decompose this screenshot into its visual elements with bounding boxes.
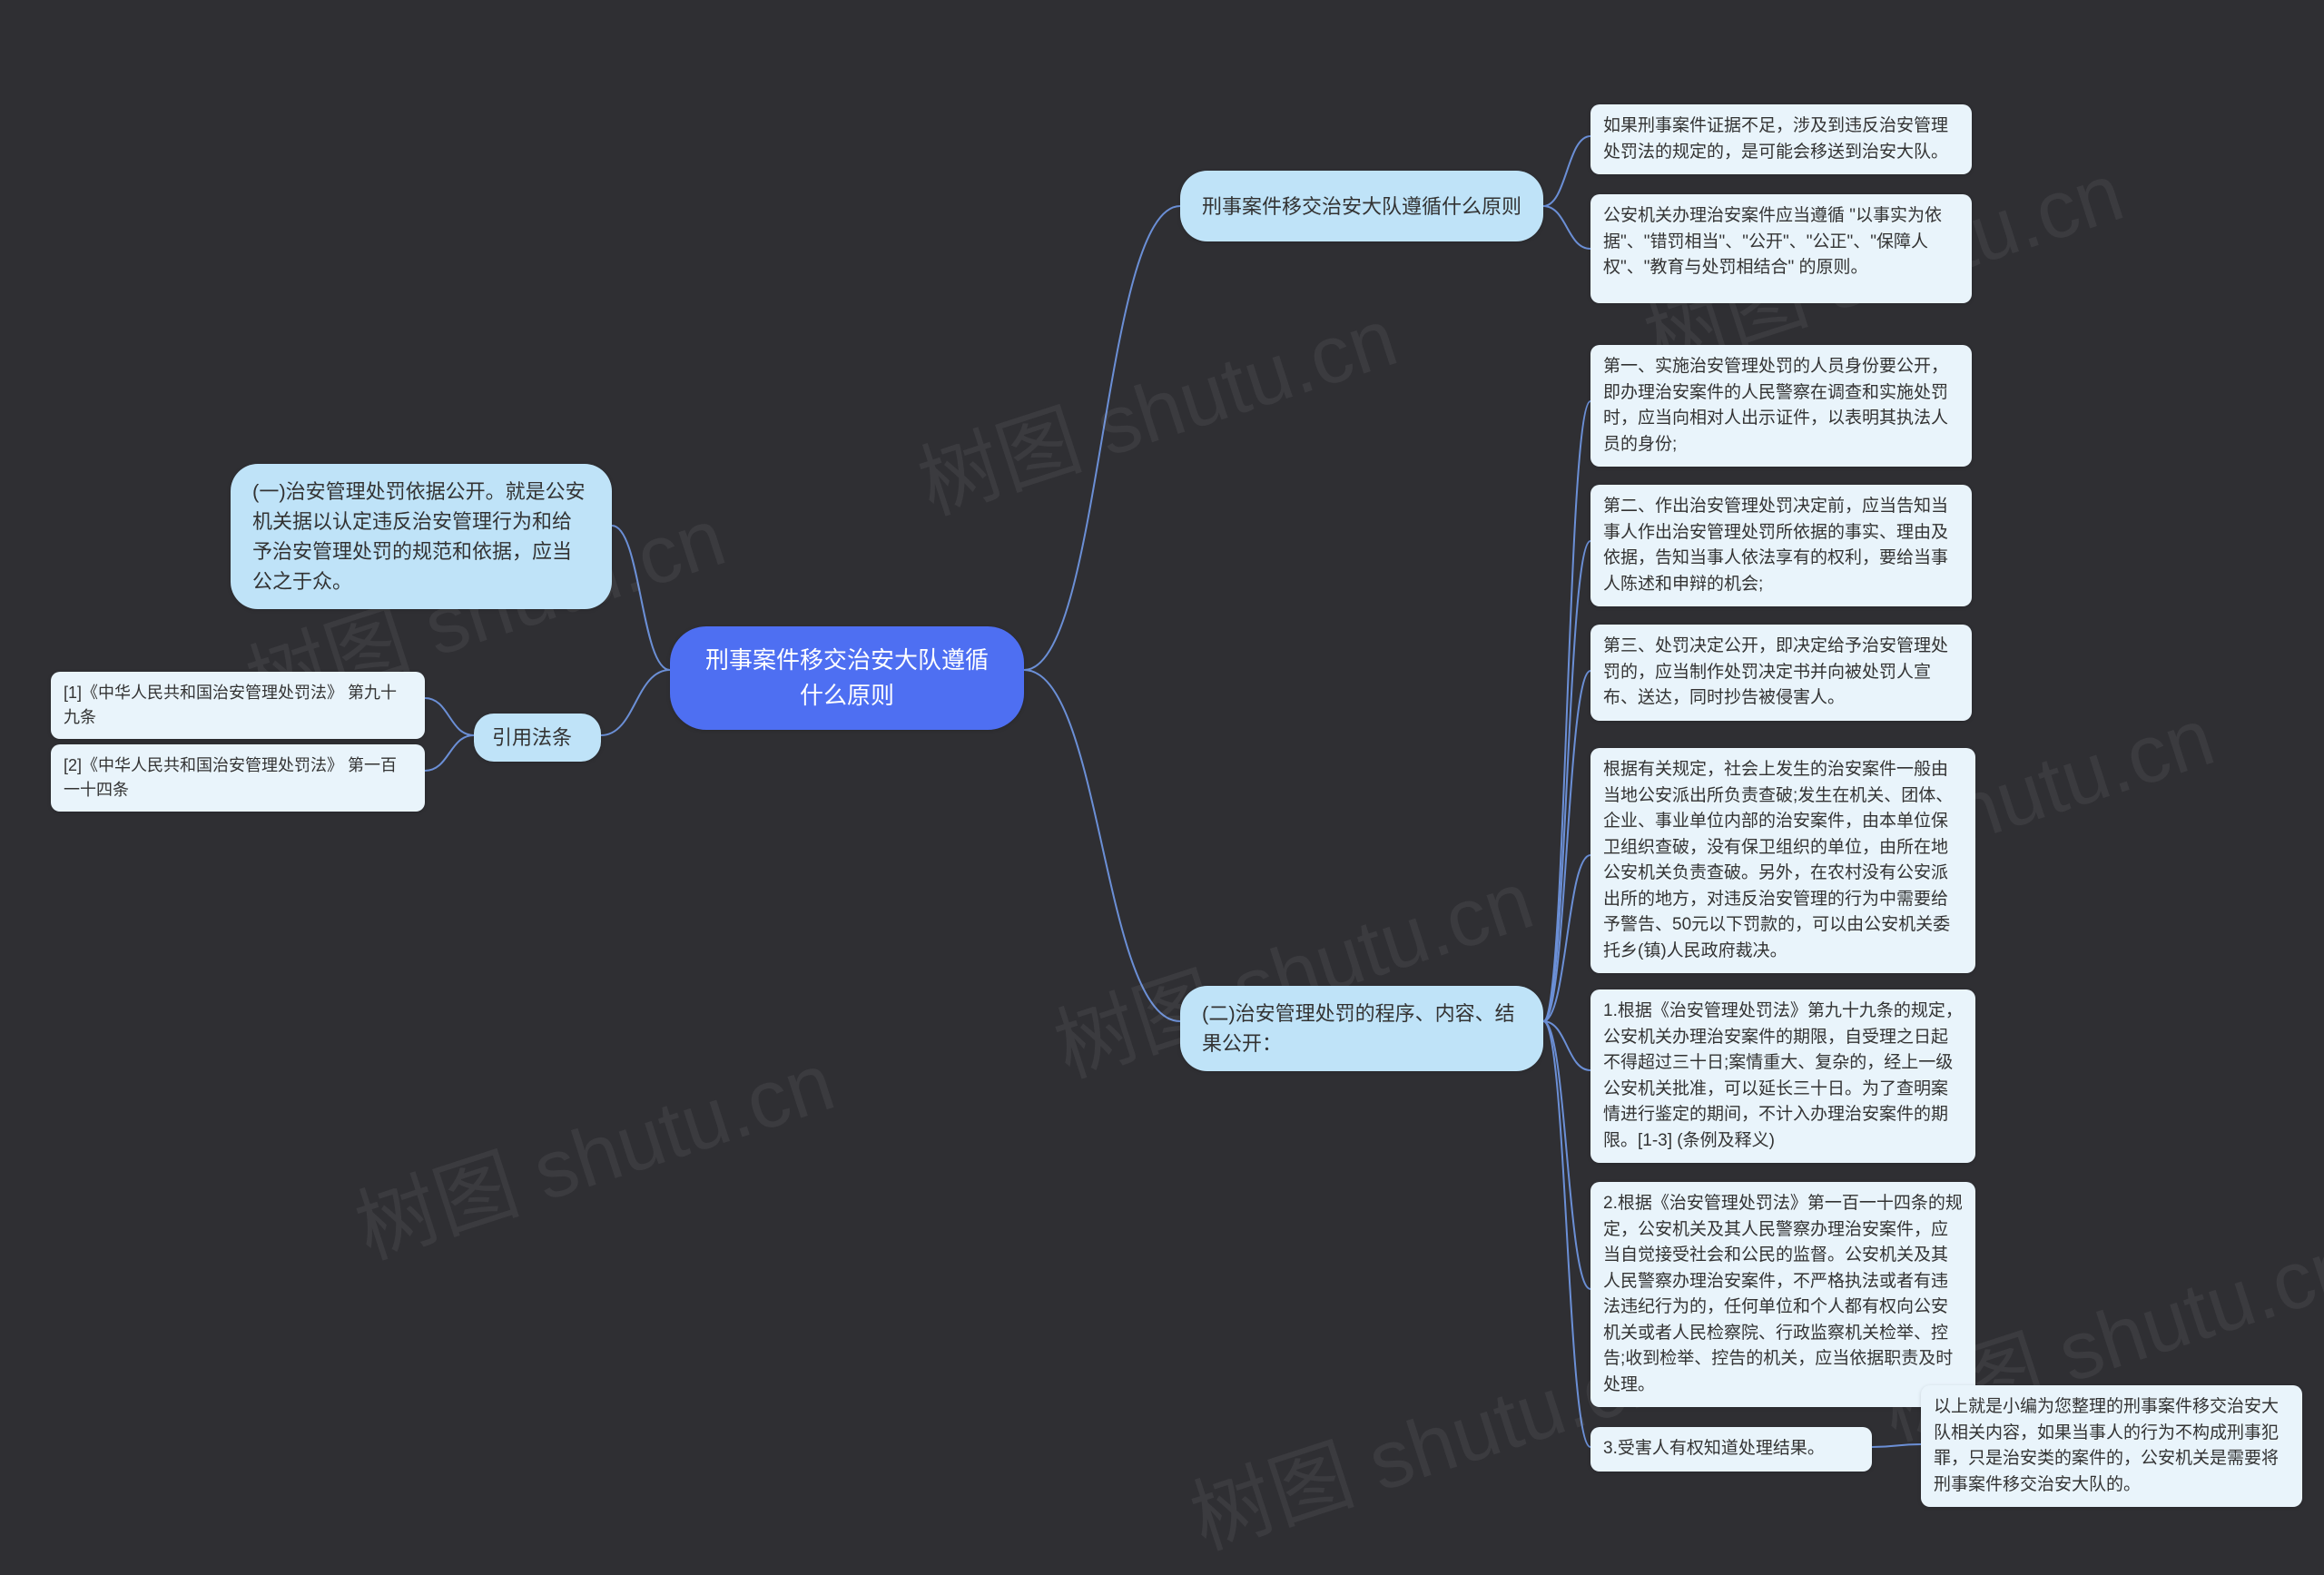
node-text: 3.受害人有权知道处理结果。 bbox=[1603, 1439, 1825, 1458]
node-text: [1]《中华人民共和国治安管理处罚法》 第九十九条 bbox=[64, 684, 397, 726]
node-text: 以上就是小编为您整理的刑事案件移交治安大队相关内容，如果当事人的行为不构成刑事犯… bbox=[1934, 1397, 2279, 1494]
node-principles-leaf-1[interactable]: 如果刑事案件证据不足，涉及到违反治安管理处罚法的规定的，是可能会移送到治安大队。 bbox=[1590, 104, 1972, 174]
edge bbox=[1543, 136, 1590, 206]
node-principles-leaf-2[interactable]: 公安机关办理治安案件应当遵循 "以事实为依据"、"错罚相当"、"公开"、"公正"… bbox=[1590, 194, 1972, 303]
node-text: (一)治安管理处罚依据公开。就是公安机关据以认定违反治安管理行为和给予治安管理处… bbox=[252, 477, 590, 596]
node-proc-leaf-6[interactable]: 2.根据《治安管理处罚法》第一百一十四条的规定，公安机关及其人民警察办理治安案件… bbox=[1590, 1182, 1975, 1407]
edge bbox=[425, 698, 474, 735]
node-proc-leaf-5[interactable]: 1.根据《治安管理处罚法》第九十九条的规定，公安机关办理治安案件的期限，自受理之… bbox=[1590, 989, 1975, 1163]
node-text: 刑事案件移交治安大队遵循什么原则 bbox=[1202, 192, 1521, 221]
node-text: 2.根据《治安管理处罚法》第一百一十四条的规定，公安机关及其人民警察办理治安案件… bbox=[1603, 1194, 1963, 1394]
node-principles[interactable]: 刑事案件移交治安大队遵循什么原则 bbox=[1180, 171, 1543, 241]
node-text: 1.根据《治安管理处罚法》第九十九条的规定，公安机关办理治安案件的期限，自受理之… bbox=[1603, 1001, 1963, 1150]
edge bbox=[1543, 541, 1590, 1021]
node-summary-leaf[interactable]: 以上就是小编为您整理的刑事案件移交治安大队相关内容，如果当事人的行为不构成刑事犯… bbox=[1921, 1385, 2302, 1507]
edge bbox=[1543, 401, 1590, 1021]
root-node[interactable]: 刑事案件移交治安大队遵循什么原则 bbox=[670, 626, 1024, 730]
mindmap-canvas: 树图 shutu.cn树图 shutu.cn树图 shutu.cn树图 shut… bbox=[0, 0, 2324, 1575]
edge bbox=[1543, 1021, 1590, 1447]
node-text: [2]《中华人民共和国治安管理处罚法》 第一百一十四条 bbox=[64, 756, 397, 799]
node-text: (二)治安管理处罚的程序、内容、结果公开： bbox=[1202, 999, 1521, 1058]
edge bbox=[1543, 855, 1590, 1021]
edge bbox=[601, 670, 670, 735]
edge bbox=[612, 526, 670, 670]
edge bbox=[1543, 206, 1590, 249]
node-text: 如果刑事案件证据不足，涉及到违反治安管理处罚法的规定的，是可能会移送到治安大队。 bbox=[1603, 116, 1948, 162]
node-citation-1[interactable]: [1]《中华人民共和国治安管理处罚法》 第九十九条 bbox=[51, 672, 425, 739]
node-citation-2[interactable]: [2]《中华人民共和国治安管理处罚法》 第一百一十四条 bbox=[51, 744, 425, 812]
node-text: 公安机关办理治安案件应当遵循 "以事实为依据"、"错罚相当"、"公开"、"公正"… bbox=[1603, 206, 1942, 277]
node-proc-leaf-4[interactable]: 根据有关规定，社会上发生的治安案件一般由当地公安派出所负责查破;发生在机关、团体… bbox=[1590, 748, 1975, 973]
node-proc-leaf-3[interactable]: 第三、处罚决定公开，即决定给予治安管理处罚的，应当制作处罚决定书并向被处罚人宣布… bbox=[1590, 625, 1972, 721]
node-proc-leaf-2[interactable]: 第二、作出治安管理处罚决定前，应当告知当事人作出治安管理处罚所依据的事实、理由及… bbox=[1590, 485, 1972, 606]
node-left-description[interactable]: (一)治安管理处罚依据公开。就是公安机关据以认定违反治安管理行为和给予治安管理处… bbox=[231, 464, 612, 609]
node-text: 第三、处罚决定公开，即决定给予治安管理处罚的，应当制作处罚决定书并向被处罚人宣布… bbox=[1603, 636, 1948, 707]
edge bbox=[1872, 1444, 1921, 1447]
edge bbox=[1543, 1021, 1590, 1289]
node-text: 根据有关规定，社会上发生的治安案件一般由当地公安派出所负责查破;发生在机关、团体… bbox=[1603, 760, 1953, 960]
node-citations[interactable]: 引用法条 bbox=[474, 714, 601, 762]
node-procedure-public[interactable]: (二)治安管理处罚的程序、内容、结果公开： bbox=[1180, 986, 1543, 1071]
root-label: 刑事案件移交治安大队遵循什么原则 bbox=[695, 643, 999, 714]
edge bbox=[1024, 206, 1180, 670]
node-proc-leaf-1[interactable]: 第一、实施治安管理处罚的人员身份要公开，即办理治安案件的人民警察在调查和实施处罚… bbox=[1590, 345, 1972, 467]
node-text: 第二、作出治安管理处罚决定前，应当告知当事人作出治安管理处罚所依据的事实、理由及… bbox=[1603, 497, 1948, 594]
edge bbox=[1543, 1021, 1590, 1070]
node-proc-leaf-7[interactable]: 3.受害人有权知道处理结果。 bbox=[1590, 1427, 1872, 1472]
edge bbox=[425, 735, 474, 771]
node-text: 引用法条 bbox=[492, 726, 572, 749]
edge bbox=[1543, 671, 1590, 1021]
node-text: 第一、实施治安管理处罚的人员身份要公开，即办理治安案件的人民警察在调查和实施处罚… bbox=[1603, 357, 1948, 454]
edge bbox=[1024, 670, 1180, 1021]
